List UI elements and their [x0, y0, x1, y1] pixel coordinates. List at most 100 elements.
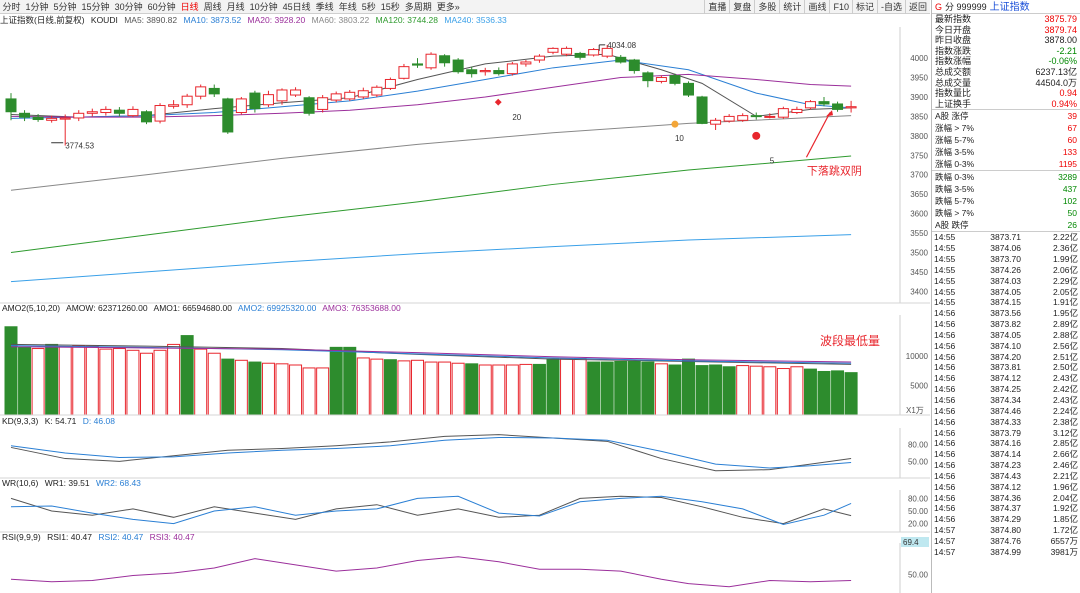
- period-tab[interactable]: 45日线: [282, 1, 311, 12]
- amo3-label: AMO3: 76353688.00: [322, 303, 401, 313]
- tick-amount: 2.66亿: [1052, 449, 1078, 460]
- tick-amount: 2.51亿: [1052, 351, 1078, 362]
- volume-bar: [722, 366, 736, 416]
- volume-bar: [370, 358, 384, 416]
- tick-amount: 2.50亿: [1052, 362, 1078, 373]
- tick-row: 14:57 3874.76 6557万: [932, 536, 1080, 547]
- tick-amount: 3.12亿: [1052, 427, 1078, 438]
- breadth-bar: [990, 146, 1043, 158]
- volume-bar: [831, 370, 845, 416]
- breadth-value: 26: [1067, 220, 1077, 231]
- tool-button[interactable]: 画线: [804, 0, 829, 14]
- y-tick-label: 3800: [910, 132, 928, 141]
- volume-bar: [302, 367, 316, 416]
- tool-button[interactable]: 多股: [754, 0, 779, 14]
- period-tab[interactable]: 1分钟: [25, 1, 49, 12]
- function-buttons: 直播 复盘 多股 统计 画线 F10 标记 -自选 返回: [704, 0, 930, 14]
- tick-row: 14:55 3874.06 2.36亿: [932, 243, 1080, 254]
- volume-bar: [289, 364, 303, 416]
- tick-list[interactable]: 14:55 3873.71 2.22亿 14:55 3874.06 2.36亿 14:55 3…: [932, 232, 1080, 557]
- tick-amount: 2.88亿: [1052, 329, 1078, 340]
- candle: [737, 115, 749, 121]
- period-tab[interactable]: 30分钟: [114, 1, 143, 12]
- volume-bar: [275, 363, 289, 416]
- ma60-label: MA60: 3803.22: [311, 15, 370, 25]
- tick-amount: 1.95亿: [1052, 308, 1078, 319]
- tick-price: 3873.81: [990, 362, 1021, 373]
- tick-amount: 2.06亿: [1052, 264, 1078, 275]
- tool-button[interactable]: -自选: [876, 0, 905, 14]
- tick-time: 14:56: [934, 503, 956, 514]
- tick-amount: 6557万: [1050, 535, 1078, 546]
- tick-amount: 2.24亿: [1052, 405, 1078, 416]
- tick-amount: 2.29亿: [1052, 275, 1078, 286]
- period-tabs: 分时 1分钟 5分钟 15分钟 30分钟 60分钟 日线 周线 月线 10分钟 45日线 季线 年线 5秒…: [0, 0, 462, 14]
- breadth-bar: [990, 207, 1043, 219]
- tick-amount: 2.05亿: [1052, 286, 1078, 297]
- ma10-label: MA10: 3873.52: [183, 15, 242, 25]
- volume-bar: [112, 348, 126, 416]
- tick-time: 14:55: [934, 254, 956, 265]
- tick-price: 3874.20: [990, 351, 1021, 362]
- tick-price: 3874.99: [990, 546, 1021, 557]
- candle: [642, 72, 654, 82]
- tool-button[interactable]: F10: [829, 0, 852, 14]
- tick-row: 14:56 3874.46 2.24亿: [932, 406, 1080, 417]
- tick-time: 14:56: [934, 514, 956, 525]
- candle: [669, 75, 681, 84]
- tool-button[interactable]: 统计: [779, 0, 804, 14]
- period-tab[interactable]: 15分钟: [81, 1, 110, 12]
- quote-label: 总成交量: [935, 77, 972, 88]
- volume-bar: [248, 361, 262, 416]
- breadth-row: 跌幅 3-5% 437: [932, 183, 1080, 195]
- volume-bar: [736, 365, 750, 416]
- rsi2-label: RSI2: 40.47: [98, 532, 144, 542]
- period-tab[interactable]: 周线: [203, 1, 222, 12]
- candle: [574, 52, 586, 58]
- chart-annotation: 3774.53: [65, 142, 94, 151]
- period-tab[interactable]: 月线: [226, 1, 245, 12]
- annotation-arrow: [805, 112, 831, 158]
- candle: [235, 98, 247, 114]
- breadth-value: 102: [1062, 196, 1077, 207]
- period-tab[interactable]: 5秒: [361, 1, 376, 12]
- period-tab[interactable]: 10分钟: [249, 1, 278, 12]
- tick-amount: 2.89亿: [1052, 319, 1078, 330]
- period-tab[interactable]: 分时: [2, 1, 21, 12]
- period-tab[interactable]: 更多»: [436, 1, 460, 12]
- breadth-row: 跌幅 > 7% 50: [932, 207, 1080, 219]
- tool-button[interactable]: 返回: [904, 0, 930, 14]
- volume-bar: [140, 352, 153, 416]
- period-tab[interactable]: 5分钟: [53, 1, 77, 12]
- volume-bar: [221, 358, 235, 416]
- quote-label: 今日开盘: [935, 24, 972, 35]
- volume-bar: [126, 349, 140, 416]
- chart-area[interactable]: 4000 3950 3900 3850 3800 3750 3700 3650 3600 3550…: [0, 0, 930, 593]
- rsi-legend: RSI(9,9,9) RSI1: 40.47 RSI2: 40.47 RSI3:…: [2, 532, 199, 543]
- volume-bar: [492, 364, 506, 416]
- period-tab[interactable]: 年线: [338, 1, 357, 12]
- tick-time: 14:56: [934, 362, 956, 373]
- period-tab[interactable]: 日线: [180, 1, 199, 12]
- period-tab[interactable]: 季线: [315, 1, 334, 12]
- tool-button[interactable]: 复盘: [729, 0, 754, 14]
- volume-bar: [85, 345, 99, 416]
- period-tab[interactable]: 多周期: [404, 1, 432, 12]
- volume-bar: [424, 361, 438, 416]
- period-tab[interactable]: 15秒: [380, 1, 400, 12]
- ma-line-ma10: [10, 59, 852, 119]
- tool-button[interactable]: 标记: [851, 0, 877, 14]
- period-tab[interactable]: 60分钟: [147, 1, 176, 12]
- quote-label: 指数涨幅: [935, 56, 972, 67]
- quote-value: 3879.74: [1044, 24, 1077, 35]
- ma-line-ma240: [10, 234, 852, 283]
- tick-row: 14:55 3873.71 2.22亿: [932, 232, 1080, 243]
- volume-bar: [356, 357, 370, 416]
- breadth-label: A股 跌停: [935, 220, 969, 231]
- tick-price: 3874.10: [990, 340, 1021, 351]
- tick-row: 14:56 3874.29 1.85亿: [932, 514, 1080, 525]
- quote-row: 指数涨跌 -2.21: [932, 46, 1080, 57]
- tool-button[interactable]: 直播: [704, 0, 729, 14]
